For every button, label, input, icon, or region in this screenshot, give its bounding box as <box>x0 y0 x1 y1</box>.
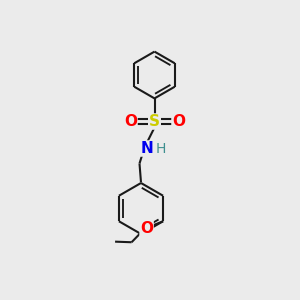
Text: H: H <box>155 142 166 156</box>
Text: S: S <box>149 114 160 129</box>
Text: O: O <box>124 114 137 129</box>
Text: O: O <box>140 221 153 236</box>
Text: N: N <box>141 141 153 156</box>
Text: O: O <box>172 114 185 129</box>
